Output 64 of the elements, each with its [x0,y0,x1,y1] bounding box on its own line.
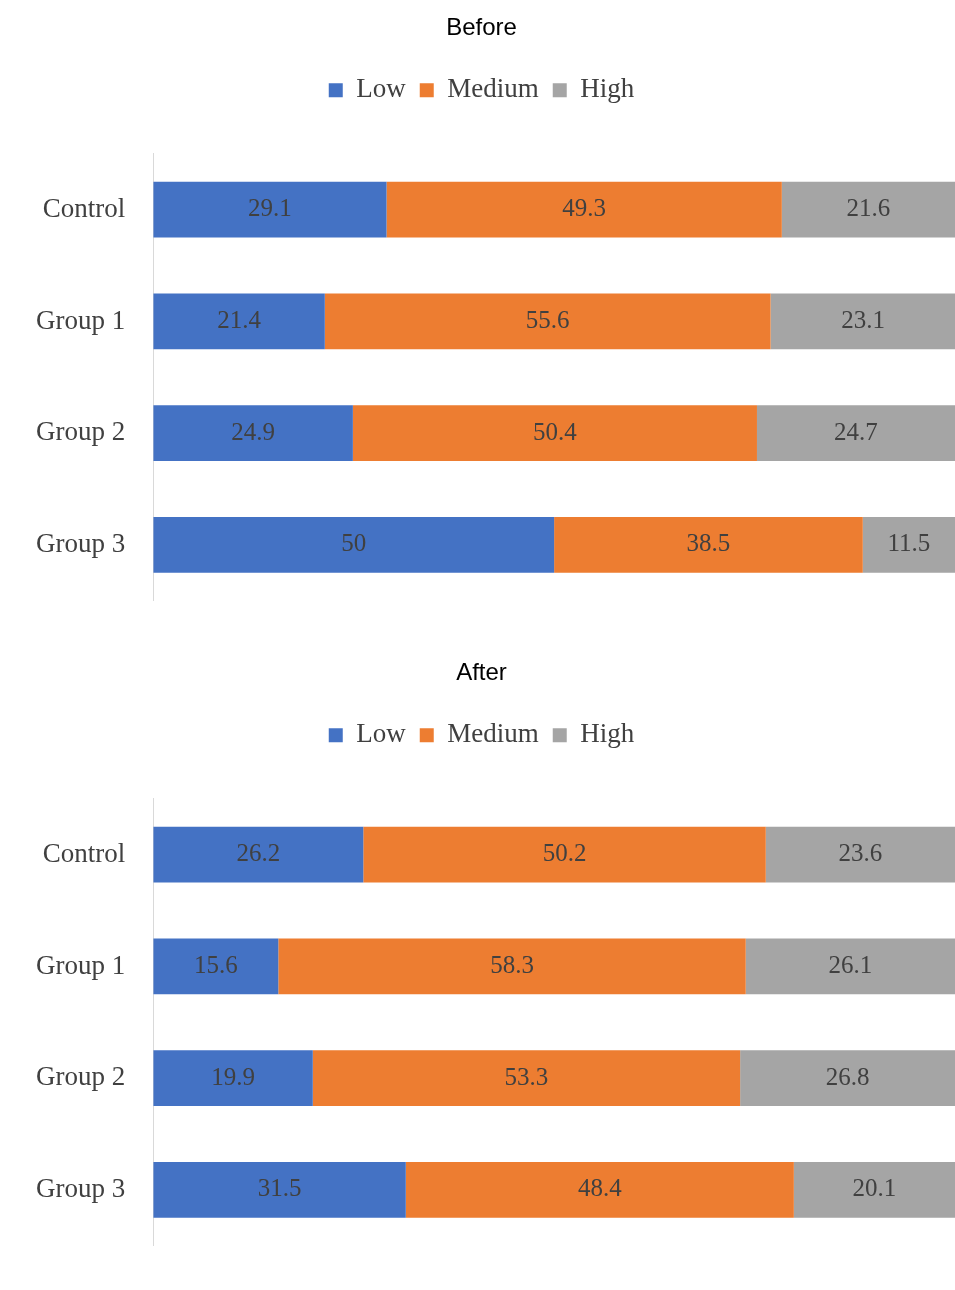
legend-label: High [580,718,635,749]
bar [554,516,863,573]
bar [781,181,955,238]
bar [153,516,555,573]
bar [324,293,771,350]
y-tick-label: Group 3 [35,1173,126,1204]
data-label: 48.4 [577,1174,623,1202]
legend-label: Low [356,718,407,749]
bar [352,405,757,462]
y-tick-label: Group 2 [35,416,126,447]
y-tick-label: Group 1 [35,949,126,980]
data-label: 53.3 [504,1062,549,1090]
bar [153,1161,406,1218]
bar [770,293,955,350]
bar [153,1050,313,1107]
bar [153,826,364,883]
data-label: 15.6 [193,950,238,978]
data-label: 29.1 [248,194,292,222]
bar [793,1161,955,1218]
data-label: 55.6 [525,305,570,333]
data-label: 50.2 [542,839,587,867]
bar [278,938,746,995]
bar [405,1161,794,1218]
data-label: 21.4 [217,305,262,333]
chart-title: Before [446,13,517,41]
data-label: 50.4 [533,417,578,445]
bar [765,826,955,883]
data-label: 26.2 [236,839,281,867]
data-label: 19.9 [211,1062,255,1090]
bar [862,516,955,573]
data-label: 23.1 [841,305,886,333]
bar [312,1050,741,1107]
legend-label: Medium [447,718,539,749]
legend-label: Medium [447,73,539,104]
data-label: 23.6 [838,839,883,867]
legend-label: Low [356,73,407,104]
bar [153,181,387,238]
legend-label: High [580,73,635,104]
bar [756,405,955,462]
bar [153,938,279,995]
chart-title: After [456,658,507,686]
data-label: 24.7 [834,417,878,445]
data-label: 58.3 [490,950,534,978]
y-tick-label: Group 3 [35,528,126,559]
data-label: 49.3 [562,194,607,222]
data-label: 38.5 [686,529,731,557]
bar [363,826,766,883]
bar [386,181,782,238]
bar [745,938,955,995]
bar [153,405,353,462]
data-label: 24.9 [231,417,275,445]
data-label: 20.1 [852,1174,897,1202]
y-tick-label: Control [42,192,126,223]
y-tick-label: Group 2 [35,1061,126,1092]
data-label: 50 [341,529,367,557]
data-label: 26.1 [828,950,873,978]
data-label: 11.5 [887,529,931,557]
y-tick-label: Group 1 [35,304,126,335]
data-label: 31.5 [257,1174,302,1202]
bar [153,293,325,350]
data-label: 26.8 [825,1062,870,1090]
data-label: 21.6 [846,194,891,222]
bar [740,1050,955,1107]
y-tick-label: Control [42,837,126,868]
